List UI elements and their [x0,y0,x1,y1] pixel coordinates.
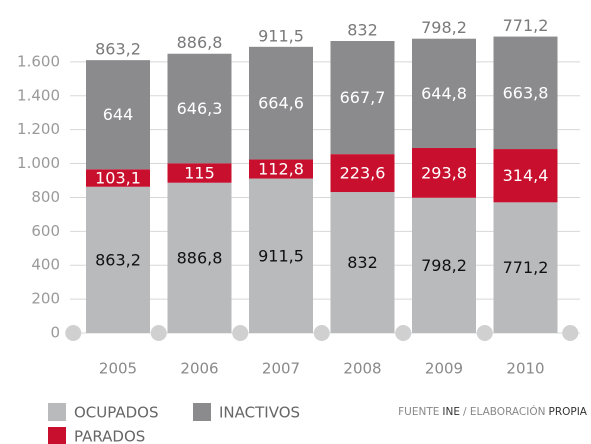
bar-segment [167,182,232,333]
y-tick-label: 1.400 [17,86,60,104]
value-label: 103,1 [95,169,141,188]
value-label: 798,2 [421,256,467,275]
bar-segment [86,60,150,170]
bar-segment [412,38,476,148]
source-part: FUENTE [398,406,439,418]
bar-segment [330,40,395,155]
y-tick-label: 600 [31,222,60,240]
value-label: 863,2 [95,250,141,269]
x-tick-label: 2007 [262,360,300,378]
bar-segment [412,197,476,333]
x-tick-label: 2005 [99,360,137,378]
value-label: 832 [347,253,378,272]
bar-segment [249,46,313,160]
x-tick-label: 2008 [343,360,381,378]
axis-dot [395,325,412,341]
value-label: 664,6 [258,94,304,113]
total-label: 911,5 [258,26,304,45]
legend-label: PARADOS [74,428,145,444]
bar-segment [493,149,558,203]
legend-label: INACTIVOS [219,404,300,422]
bar-segment [249,178,313,333]
bar-segment [493,202,558,333]
legend-swatch [48,427,66,444]
y-tick-label: 800 [31,188,60,206]
value-label: 663,8 [503,83,549,102]
x-tick-label: 2010 [506,360,544,378]
value-label: 223,6 [340,164,386,183]
bar-segment [330,154,395,193]
value-label: 646,3 [177,99,223,118]
bar-segment [249,159,313,179]
y-tick-label: 1.600 [17,52,60,70]
source-part: INE [442,406,460,418]
axis-dot [313,325,330,341]
total-label: 863,2 [95,40,141,59]
source-part: / ELABORACIÓN [463,405,545,418]
value-label: 644 [103,105,134,124]
bar-segment [493,36,558,150]
y-tick-label: 0 [50,324,60,342]
axis-dot [476,325,493,341]
bar-segment [86,169,150,187]
y-tick-label: 1.200 [17,120,60,138]
legend-swatch [48,403,66,421]
y-tick-label: 400 [31,256,60,274]
y-tick-label: 200 [31,290,60,308]
legend-swatch [193,403,211,421]
bar-segment [412,147,476,198]
total-label: 771,2 [503,16,549,35]
value-label: 911,5 [258,246,304,265]
value-label: 886,8 [177,248,223,267]
bar-segment [167,163,232,183]
legend-label: OCUPADOS [74,404,159,422]
source: FUENTE INE / ELABORACIÓN PROPIA [398,405,588,418]
axis-dot [65,325,82,341]
value-label: 667,7 [340,88,386,107]
axis-dot [150,325,167,341]
total-label: 832 [347,20,378,39]
y-tick-label: 1.000 [17,154,60,172]
total-label: 798,2 [421,18,467,37]
axis-dot [232,325,249,341]
x-tick-label: 2009 [425,360,463,378]
axis-dot [562,325,579,341]
bar-segment [86,186,150,333]
bar-segment [167,53,232,164]
value-label: 293,8 [421,163,467,182]
source-part: PROPIA [548,406,587,418]
bar-segment [330,192,395,333]
value-label: 112,8 [258,159,304,178]
total-label: 886,8 [177,33,223,52]
value-label: 314,4 [503,166,549,185]
x-tick-label: 2006 [180,360,218,378]
value-label: 644,8 [421,84,467,103]
value-label: 771,2 [503,258,549,277]
value-label: 115 [184,163,215,182]
